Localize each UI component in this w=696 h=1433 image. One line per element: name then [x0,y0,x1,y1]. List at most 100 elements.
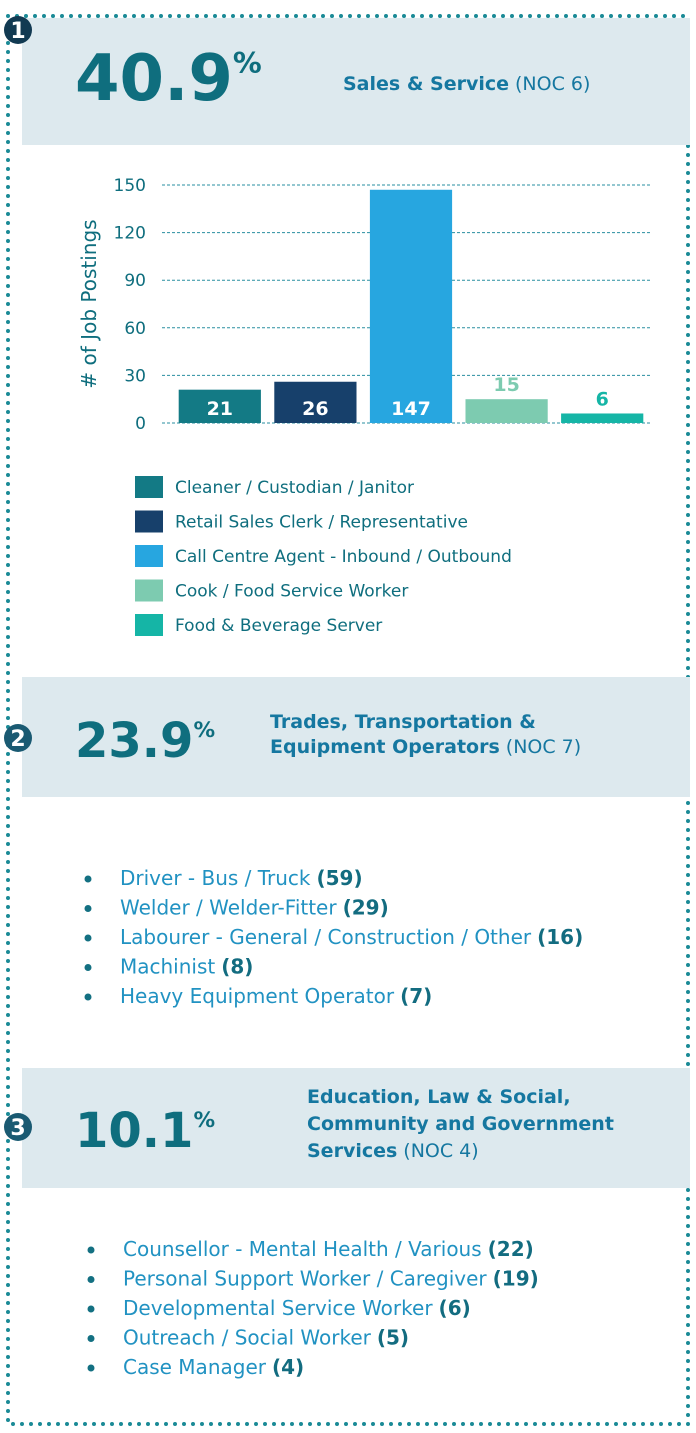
legend-swatch [135,614,163,636]
section-badge [4,724,32,752]
legend-label: Retail Sales Clerk / Representative [175,513,468,533]
section-number: 1 [10,19,25,44]
item-count: (4) [272,1355,304,1379]
percent-sign: % [193,718,215,743]
item-label: Counsellor - Mental Health / Various [123,1237,482,1261]
section-title: Education, Law & Social, [307,1086,571,1108]
percent-sign: % [233,46,262,80]
section-percent: 10.1% [75,1103,215,1159]
section-title: Community and Government [307,1113,614,1135]
section-badge [4,16,32,44]
section-badge [4,1113,32,1141]
section-title: Trades, Transportation & [270,711,536,733]
y-axis-label: # of Job Postings [77,219,101,388]
bar [178,389,261,423]
bar [465,399,548,423]
title-line: Education, Law & Social, [307,1086,571,1108]
bullet [87,1335,95,1342]
data-label: 15 [493,374,519,396]
item-count: (29) [343,896,389,920]
noc-code: (NOC 6) [515,73,590,95]
item-label: Personal Support Worker / Caregiver [123,1267,487,1291]
title-line: Sales & Service [343,73,509,95]
item-label: Welder / Welder-Fitter [120,896,337,920]
list-item: Counsellor - Mental Health / Various (22) [123,1237,534,1261]
noc-code: (NOC 4) [403,1140,478,1162]
legend-label: Cleaner / Custodian / Janitor [175,478,414,498]
noc-code: (NOC 7) [506,736,581,758]
bar [274,381,357,423]
list-item: Developmental Service Worker (6) [123,1296,471,1320]
section-band [22,677,690,797]
title-line: Trades, Transportation & [270,711,536,733]
bullet [87,1305,95,1313]
section-band [22,1068,690,1188]
legend-swatch [135,579,163,602]
data-label: 21 [207,398,233,420]
bullet [84,993,92,1001]
item-count: (59) [317,866,363,890]
list-item: Labourer - General / Construction / Othe… [120,925,583,949]
bullet [87,1364,95,1372]
bullet [87,1276,95,1283]
bullet [84,934,92,942]
section-title: Services (NOC 4) [307,1140,479,1162]
item-count: (22) [488,1237,534,1261]
item-count: (5) [377,1326,409,1350]
bullet [84,964,92,971]
bullet [84,875,92,883]
legend-label: Cook / Food Service Worker [175,582,408,602]
data-label: 6 [596,388,609,410]
item-count: (6) [439,1296,471,1320]
y-tick-label: 60 [124,319,146,339]
legend-label: Call Centre Agent - Inbound / Outbound [175,547,512,567]
bar [561,413,644,423]
list-item: Outreach / Social Worker (5) [123,1326,409,1350]
percent-sign: % [193,1108,215,1133]
item-count: (19) [493,1267,539,1291]
y-tick-label: 0 [135,414,146,434]
bullet [84,905,92,912]
list-item: Driver - Bus / Truck (59) [120,866,363,890]
item-count: (16) [537,925,583,949]
item-label: Driver - Bus / Truck [120,866,311,890]
y-tick-label: 150 [114,176,146,196]
title-line: Services [307,1140,397,1162]
list-item: Heavy Equipment Operator (7) [120,984,432,1008]
item-label: Heavy Equipment Operator [120,984,395,1008]
list-item: Personal Support Worker / Caregiver (19) [123,1267,539,1291]
item-label: Case Manager [123,1355,267,1379]
section-percent: 23.9% [75,713,215,769]
y-tick-label: 90 [124,271,146,291]
percent-value: 10.1 [75,1103,193,1159]
bullet [87,1246,95,1254]
y-tick-label: 120 [114,224,146,244]
title-line: Community and Government [307,1113,614,1135]
item-count: (7) [400,984,432,1008]
list-item: Machinist (8) [120,955,253,979]
percent-value: 40.9 [75,42,233,116]
item-count: (8) [221,955,253,979]
item-label: Developmental Service Worker [123,1296,433,1320]
data-label: 26 [302,398,328,420]
legend-swatch [135,510,163,533]
list-item: Case Manager (4) [123,1355,304,1379]
item-label: Machinist [120,955,215,979]
legend-label: Food & Beverage Server [175,616,382,636]
section-title: Sales & Service (NOC 6) [343,73,590,95]
bar [369,189,453,423]
y-tick-label: 30 [124,366,146,386]
title-line: Equipment Operators [270,736,500,758]
section-title: Equipment Operators (NOC 7) [270,736,581,758]
section-number: 3 [10,1116,25,1141]
item-label: Outreach / Social Worker [123,1326,372,1350]
data-label: 147 [391,398,431,420]
list-item: Welder / Welder-Fitter (29) [120,896,389,920]
section-number: 2 [10,727,25,752]
legend-swatch [135,476,163,498]
item-label: Labourer - General / Construction / Othe… [120,925,532,949]
percent-value: 23.9 [75,713,193,769]
section-percent: 40.9% [75,42,262,116]
